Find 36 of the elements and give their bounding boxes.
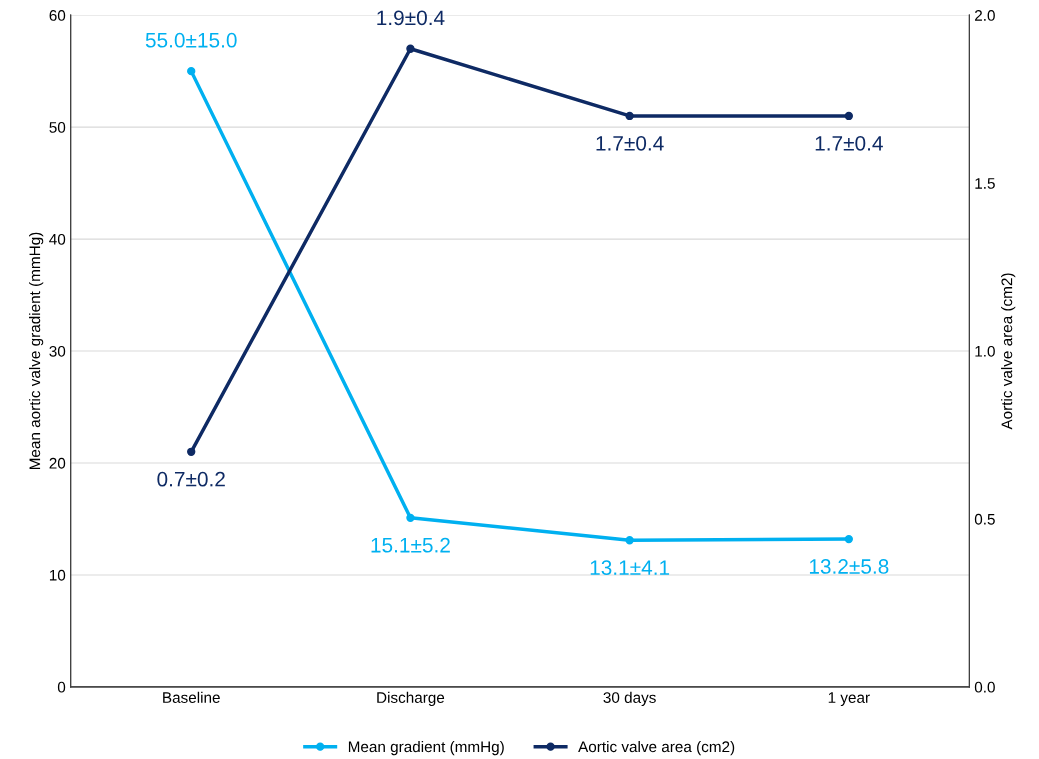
x-tick-label: Baseline [163, 691, 220, 703]
point [844, 534, 853, 544]
data-label: 1.7±0.4 [815, 135, 883, 151]
data-label: 55.0±15.0 [145, 32, 237, 48]
y2-tick-label: 0.0 [974, 681, 995, 693]
point [625, 536, 634, 545]
legend-label: Aortic valve area (cm2) [578, 740, 735, 756]
legend-label: Mean gradient (mmHg) [348, 740, 504, 756]
y2-axis-title: Aortic valve area (cm2) [1001, 273, 1016, 430]
data-label: 1.7±0.4 [596, 135, 664, 151]
point [406, 513, 415, 523]
y-tick-label: 40 [49, 233, 66, 245]
y2-tick-label: 0.5 [974, 513, 995, 525]
point [187, 66, 196, 76]
data-label: 13.1±4.1 [590, 560, 670, 575]
y-axis-title: Mean aortic valve gradient (mmHg) [29, 232, 44, 470]
y2-tick-label: 1.0 [975, 345, 995, 357]
y-tick-label: 20 [49, 457, 66, 469]
point [406, 44, 415, 53]
y-tick-label: 30 [49, 345, 66, 357]
x-tick-label: Discharge [377, 691, 445, 706]
point [844, 111, 853, 121]
x-tick-label: 1 year [828, 692, 870, 706]
y-tick-label: 50 [49, 122, 66, 133]
y2-tick-label: 1.5 [975, 178, 995, 189]
data-label: 15.1±5.2 [371, 537, 450, 553]
x-tick-label: 30 days [603, 691, 656, 706]
data-label: 0.7±0.2 [157, 471, 225, 487]
y2-tick-label: 2.0 [975, 10, 995, 21]
data-label: 1.9±0.4 [377, 10, 445, 26]
point [625, 111, 634, 121]
data-label: 13.2±5.8 [809, 559, 889, 574]
point [187, 447, 196, 456]
y-tick-label: 0 [57, 681, 66, 693]
y-tick-label: 60 [49, 10, 66, 21]
y-tick-label: 10 [49, 569, 66, 581]
